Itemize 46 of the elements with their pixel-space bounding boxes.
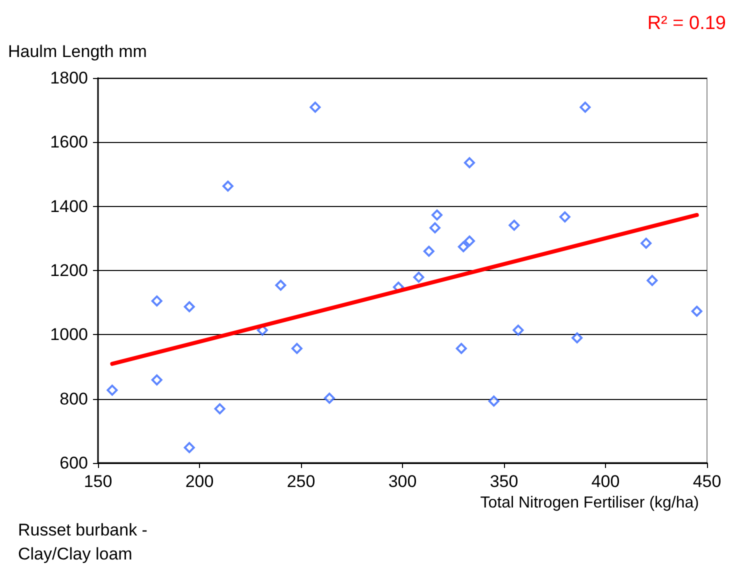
x-tick-label: 150 — [84, 472, 112, 491]
point — [464, 235, 475, 246]
point — [324, 392, 335, 404]
y-tick-label: 1800 — [50, 68, 88, 88]
point — [291, 342, 302, 354]
x-tick-label: 350 — [490, 472, 518, 491]
y-tick-label: 1200 — [50, 261, 88, 280]
point — [429, 222, 440, 234]
text: R² = 0.19 — [647, 13, 726, 34]
point — [488, 396, 500, 407]
point — [423, 246, 434, 257]
point — [464, 157, 475, 168]
x-tick-label: 450 — [692, 472, 722, 491]
x-tick-label: 300 — [388, 472, 417, 491]
y-tick-label: 1000 — [50, 325, 88, 344]
point — [151, 295, 162, 306]
x-tick-label: 200 — [185, 472, 214, 491]
point — [572, 332, 583, 344]
y-axis-title: Haulm Length mm — [8, 42, 147, 61]
point — [691, 306, 702, 317]
point — [151, 374, 162, 386]
x-tick-label: 250 — [286, 472, 316, 491]
point — [456, 342, 467, 354]
point — [275, 280, 286, 291]
point — [106, 384, 118, 396]
point — [458, 241, 469, 252]
x-axis-title: Total Nitrogen Fertiliser (kg/ha) — [480, 494, 699, 512]
point — [580, 102, 591, 113]
point — [512, 324, 524, 336]
point — [432, 209, 443, 220]
text: Russet burbank - Clay/Clay loam — [18, 520, 152, 564]
y-tick-label: 1600 — [50, 132, 88, 152]
y-tick-label: 1400 — [50, 196, 88, 216]
point — [413, 272, 424, 283]
y-tick-label: 800 — [60, 389, 88, 408]
point — [508, 220, 520, 231]
point — [310, 102, 321, 113]
point — [184, 442, 195, 454]
point — [640, 238, 652, 249]
point — [222, 180, 234, 192]
point — [559, 211, 570, 222]
point — [184, 301, 195, 312]
point — [214, 403, 226, 414]
y-tick-label: 600 — [60, 454, 88, 472]
x-tick-label: 400 — [591, 472, 620, 491]
point — [646, 274, 658, 286]
